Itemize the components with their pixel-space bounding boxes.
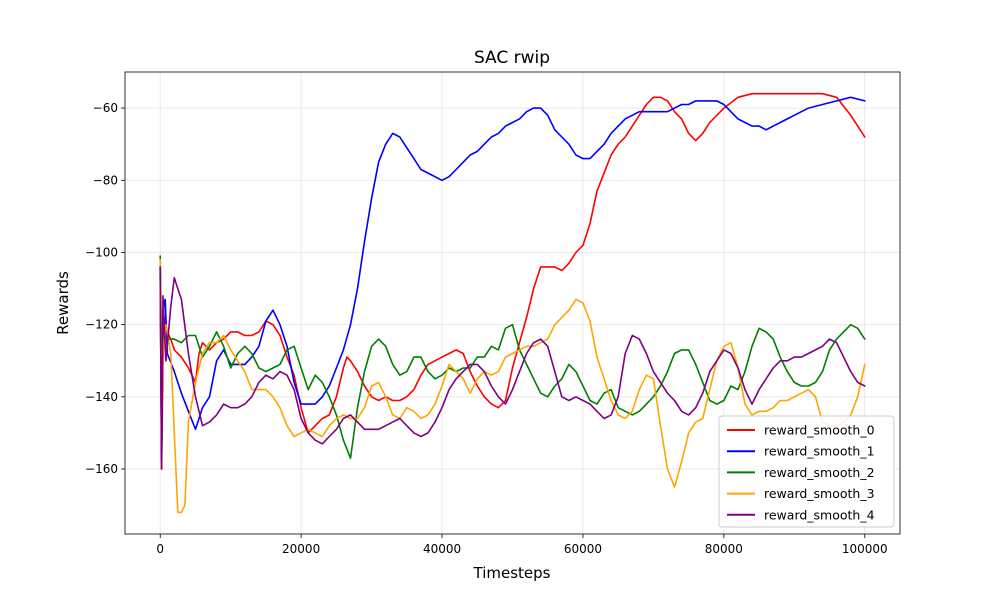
legend-label-4: reward_smooth_4 — [764, 507, 875, 522]
x-tick-label: 100000 — [842, 542, 888, 556]
chart-title: SAC rwip — [474, 48, 550, 68]
x-axis-label: Timesteps — [473, 564, 551, 582]
legend-label-1: reward_smooth_1 — [764, 444, 875, 459]
x-tick-label: 60000 — [564, 542, 602, 556]
y-axis-label: Rewards — [54, 271, 72, 335]
x-tick-label: 80000 — [705, 542, 743, 556]
y-tick-label: −60 — [93, 101, 118, 115]
y-tick-label: −80 — [93, 173, 118, 187]
x-tick-label: 0 — [156, 542, 164, 556]
series-line-3 — [159, 258, 866, 514]
legend-label-2: reward_smooth_2 — [764, 465, 875, 480]
y-tick-label: −120 — [85, 318, 118, 332]
series-line-4 — [159, 266, 866, 470]
legend-frame — [718, 415, 895, 528]
series-line-0 — [159, 92, 866, 470]
series-lines — [159, 92, 866, 514]
legend-label-0: reward_smooth_0 — [764, 423, 875, 438]
x-tick-label: 20000 — [282, 542, 320, 556]
series-line-2 — [159, 255, 866, 460]
legend: reward_smooth_0 reward_smooth_1 reward_smo… — [718, 415, 895, 528]
y-tick-label: −160 — [85, 462, 118, 476]
x-axis-ticks: 0 20000 40000 60000 80000 100000 — [156, 534, 888, 556]
legend-label-3: reward_smooth_3 — [764, 486, 875, 501]
y-axis-ticks: −160 −140 −120 −100 −80 −60 — [85, 101, 125, 476]
plot-frame — [124, 71, 901, 535]
y-tick-label: −100 — [85, 245, 118, 259]
series-line-1 — [159, 96, 866, 463]
x-tick-label: 40000 — [423, 542, 461, 556]
y-tick-label: −140 — [85, 390, 118, 404]
